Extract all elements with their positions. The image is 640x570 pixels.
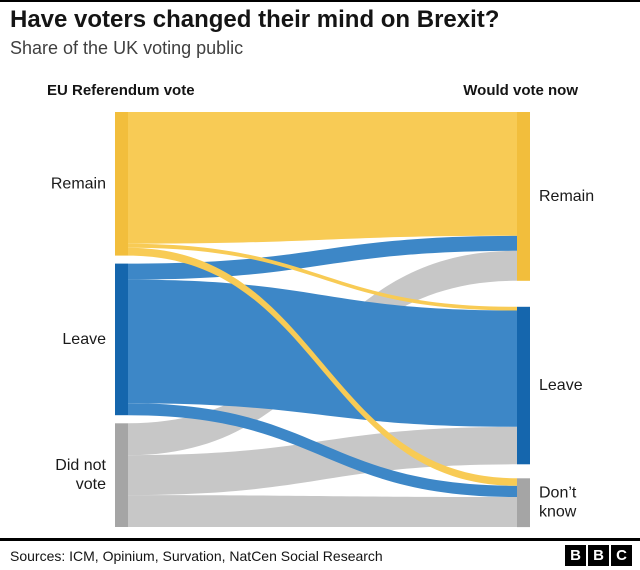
sankey-node-label-left-leave: Leave	[62, 331, 106, 348]
bbc-logo-block-b2: B	[588, 545, 609, 566]
chart-title: Have voters changed their mind on Brexit…	[10, 6, 500, 33]
sankey-node-label-left-remain: Remain	[51, 175, 106, 192]
bbc-logo: B B C	[565, 545, 632, 566]
sankey-flow-leave-to-don-t-know	[128, 403, 517, 497]
sankey-node-label-right-don-t-know: Don’t know	[539, 485, 577, 521]
sankey-node-left-leave	[115, 263, 128, 416]
sankey-flow-leave-to-leave	[128, 279, 517, 427]
sankey-node-right-don-t-know	[517, 478, 530, 528]
sankey-flow-leave-to-remain	[128, 235, 517, 280]
sankey-chart: Remain Leave Did not vote Remain Leave Don’t kn…	[51, 112, 594, 528]
right-column-header: Would vote now	[463, 82, 578, 99]
sankey-node-label-right-remain: Remain	[539, 188, 594, 205]
sankey-flow-remain-to-remain	[128, 112, 517, 244]
sankey-node-left-remain	[115, 112, 128, 256]
sources-text: Sources: ICM, Opinium, Survation, NatCen…	[10, 547, 383, 564]
bbc-logo-block-b1: B	[565, 545, 586, 566]
sankey-node-right-leave	[517, 306, 530, 465]
chart-subtitle: Share of the UK voting public	[10, 38, 244, 58]
sankey-node-label-right-leave: Leave	[539, 377, 583, 394]
top-border-rule	[0, 0, 640, 2]
sankey-flow-remain-to-leave	[128, 243, 517, 311]
sankey-flow-did-not-vote-to-don-t-know	[128, 495, 517, 527]
sankey-node-label-left-did-not-vote: Did not vote	[55, 457, 106, 493]
left-column-header: EU Referendum vote	[47, 82, 195, 99]
bbc-logo-block-c: C	[611, 545, 632, 566]
sankey-flow-remain-to-don-t-know	[128, 247, 517, 486]
sankey-node-left-did-not-vote	[115, 423, 128, 527]
sankey-node-right-remain	[517, 112, 530, 281]
sankey-flow-did-not-vote-to-leave	[128, 426, 517, 496]
footer: Sources: ICM, Opinium, Survation, NatCen…	[0, 538, 640, 570]
